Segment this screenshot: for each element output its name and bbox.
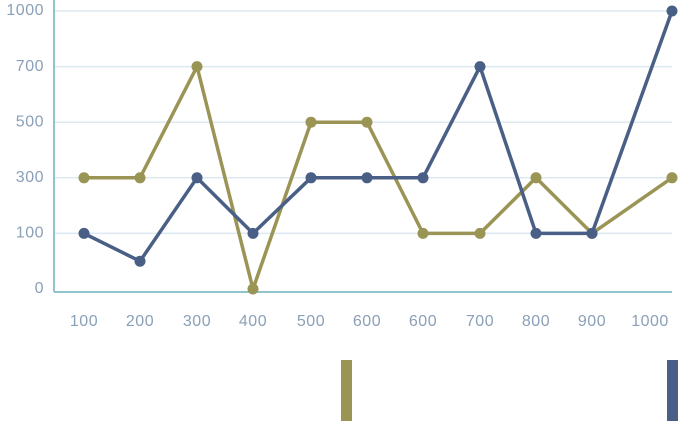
y-tick-label: 100 — [16, 225, 44, 242]
data-point — [247, 227, 259, 239]
x-tick-label: 100 — [70, 313, 98, 330]
data-point — [305, 172, 317, 184]
data-point — [191, 172, 203, 184]
y-tick-label: 500 — [16, 113, 44, 130]
x-tick-label: 700 — [466, 313, 494, 330]
data-point — [417, 172, 429, 184]
y-tick-label: 0 — [35, 280, 44, 297]
legend-swatch — [341, 360, 352, 421]
data-point — [78, 172, 90, 184]
x-tick-label: 200 — [126, 313, 154, 330]
data-point — [305, 116, 317, 128]
data-point — [191, 61, 203, 73]
data-point — [134, 172, 146, 184]
data-point — [530, 172, 542, 184]
data-point — [530, 227, 542, 239]
data-point — [666, 5, 678, 17]
x-tick-label: 400 — [239, 313, 267, 330]
legend-swatch — [667, 360, 678, 421]
x-tick-label: 600 — [409, 313, 437, 330]
data-point — [361, 172, 373, 184]
data-point — [78, 227, 90, 239]
data-point — [474, 61, 486, 73]
x-tick-label: 900 — [578, 313, 606, 330]
x-tick-label: 600 — [353, 313, 381, 330]
y-tick-label: 300 — [16, 169, 44, 186]
data-point — [361, 116, 373, 128]
data-point — [417, 227, 429, 239]
data-point — [247, 283, 259, 295]
data-point — [586, 227, 598, 239]
data-point — [134, 255, 146, 267]
x-tick-label: 1000 — [631, 313, 669, 330]
x-tick-label: 500 — [297, 313, 325, 330]
y-tick-label: 1000 — [6, 2, 44, 19]
x-tick-label: 800 — [522, 313, 550, 330]
x-tick-label: 300 — [183, 313, 211, 330]
data-point — [666, 172, 678, 184]
y-tick-label: 700 — [16, 58, 44, 75]
data-point — [474, 227, 486, 239]
